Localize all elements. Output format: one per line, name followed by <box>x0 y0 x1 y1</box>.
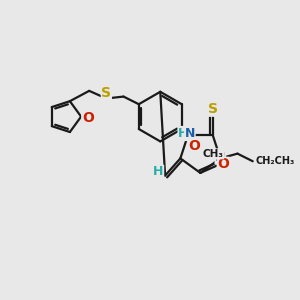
Text: N: N <box>215 151 226 164</box>
Text: H: H <box>178 127 188 140</box>
Text: CH₃: CH₃ <box>203 149 224 159</box>
Text: CH₂CH₃: CH₂CH₃ <box>256 156 295 166</box>
Text: O: O <box>217 157 229 171</box>
Text: S: S <box>101 86 111 100</box>
Text: O: O <box>82 111 94 124</box>
Text: H: H <box>153 165 164 178</box>
Text: N: N <box>185 128 195 140</box>
Text: S: S <box>208 102 218 116</box>
Text: O: O <box>188 139 200 153</box>
